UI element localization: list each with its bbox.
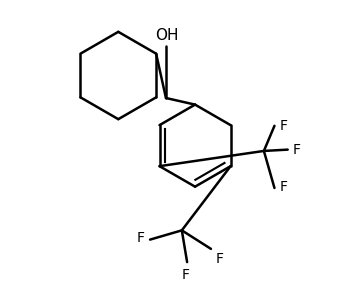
Text: F: F — [279, 180, 287, 194]
Text: F: F — [292, 143, 300, 156]
Text: F: F — [216, 252, 224, 265]
Text: OH: OH — [156, 28, 179, 43]
Text: F: F — [136, 231, 144, 245]
Text: F: F — [279, 119, 287, 133]
Text: F: F — [182, 268, 190, 282]
